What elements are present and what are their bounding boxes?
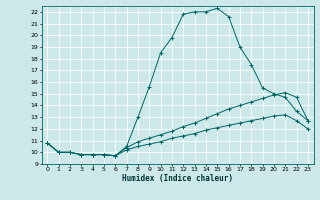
X-axis label: Humidex (Indice chaleur): Humidex (Indice chaleur) bbox=[122, 174, 233, 183]
